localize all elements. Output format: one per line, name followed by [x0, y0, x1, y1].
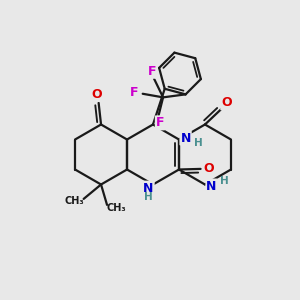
- Text: O: O: [221, 96, 232, 110]
- Text: H: H: [144, 192, 153, 202]
- Text: H: H: [194, 138, 203, 148]
- Text: CH₃: CH₃: [64, 196, 84, 206]
- Text: H: H: [220, 176, 229, 186]
- Text: F: F: [148, 65, 157, 78]
- Text: F: F: [156, 116, 164, 129]
- Text: CH₃: CH₃: [107, 203, 127, 213]
- Text: O: O: [92, 88, 103, 101]
- Text: O: O: [204, 162, 214, 176]
- Text: N: N: [180, 131, 191, 145]
- Text: N: N: [206, 179, 217, 193]
- Text: N: N: [143, 182, 154, 195]
- Text: F: F: [130, 86, 139, 99]
